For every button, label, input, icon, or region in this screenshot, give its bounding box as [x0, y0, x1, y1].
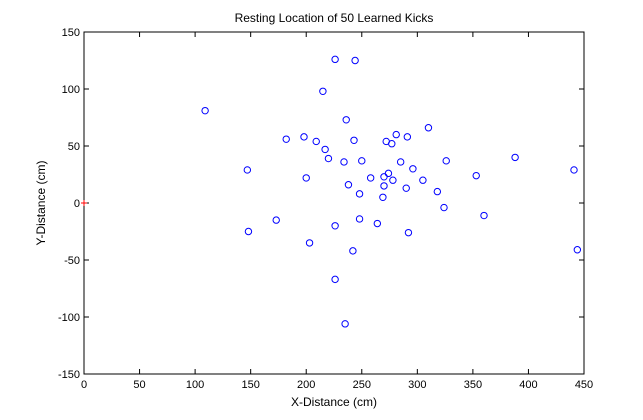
data-point	[350, 136, 358, 145]
data-point	[321, 145, 329, 154]
data-point	[300, 133, 308, 141]
y-axis-ticks: -150 -100 -50 0 50 100 150	[58, 27, 584, 381]
data-point	[355, 190, 364, 198]
data-point	[379, 193, 387, 202]
data-point	[404, 228, 413, 237]
data-point	[358, 157, 366, 165]
data-point	[419, 176, 427, 184]
data-point	[324, 154, 333, 163]
y-tick-label: 50	[68, 141, 80, 153]
data-point	[331, 222, 339, 230]
x-tick-label: 450	[575, 379, 593, 391]
y-axis-label: Y-Distance (cm)	[34, 161, 48, 246]
y-tick-label: 150	[62, 27, 80, 39]
data-point	[388, 140, 396, 148]
data-point	[331, 275, 339, 284]
data-point	[511, 153, 519, 162]
x-tick-label: 200	[297, 379, 315, 391]
data-point	[384, 169, 393, 178]
plot-area	[83, 31, 585, 375]
x-tick-label: 150	[241, 379, 259, 391]
data-point	[344, 181, 353, 189]
x-tick-label: 350	[464, 379, 482, 391]
chart-title: Resting Location of 50 Learned Kicks	[235, 11, 434, 25]
data-point	[341, 320, 349, 328]
data-point	[302, 174, 310, 182]
data-point	[349, 247, 357, 255]
data-point	[424, 124, 433, 132]
data-point	[472, 171, 480, 180]
x-tick-label: 0	[81, 379, 87, 391]
origin-marker	[81, 200, 87, 206]
data-point	[244, 227, 253, 236]
y-tick-label: -50	[64, 255, 80, 267]
data-point	[442, 157, 450, 165]
y-tick-label: 0	[74, 198, 80, 210]
x-tick-label: 300	[408, 379, 426, 391]
x-tick-label: 400	[519, 379, 537, 391]
data-point	[305, 239, 314, 247]
x-axis-ticks: 0 50 100 150 200 250 300 350 400 450	[81, 32, 593, 391]
x-tick-label: 250	[353, 379, 371, 391]
data-point	[351, 56, 359, 65]
data-point	[480, 211, 488, 220]
data-point	[373, 219, 382, 228]
data-point	[433, 187, 442, 196]
data-point	[366, 174, 375, 182]
data-point	[380, 182, 388, 190]
data-point	[272, 216, 280, 224]
y-tick-label: 100	[62, 84, 80, 96]
data-point	[342, 116, 350, 124]
data-point	[319, 87, 327, 95]
data-point	[409, 165, 417, 173]
data-points	[81, 55, 582, 328]
x-axis-label: X-Distance (cm)	[291, 395, 377, 409]
data-point	[573, 246, 582, 254]
x-tick-label: 50	[133, 379, 145, 391]
data-point	[201, 106, 209, 115]
x-tick-label: 100	[186, 379, 204, 391]
data-point	[402, 184, 410, 192]
data-point	[389, 176, 397, 184]
data-point	[282, 135, 290, 143]
data-point	[355, 215, 364, 223]
data-point	[396, 158, 405, 166]
data-point	[440, 203, 448, 212]
data-point	[331, 55, 339, 64]
data-point	[340, 158, 348, 166]
data-point	[570, 166, 578, 174]
y-tick-label: -100	[58, 312, 80, 324]
data-point	[243, 166, 252, 174]
data-point	[392, 130, 400, 139]
data-point	[312, 137, 320, 146]
y-tick-label: -150	[58, 369, 80, 381]
data-point	[403, 133, 412, 141]
